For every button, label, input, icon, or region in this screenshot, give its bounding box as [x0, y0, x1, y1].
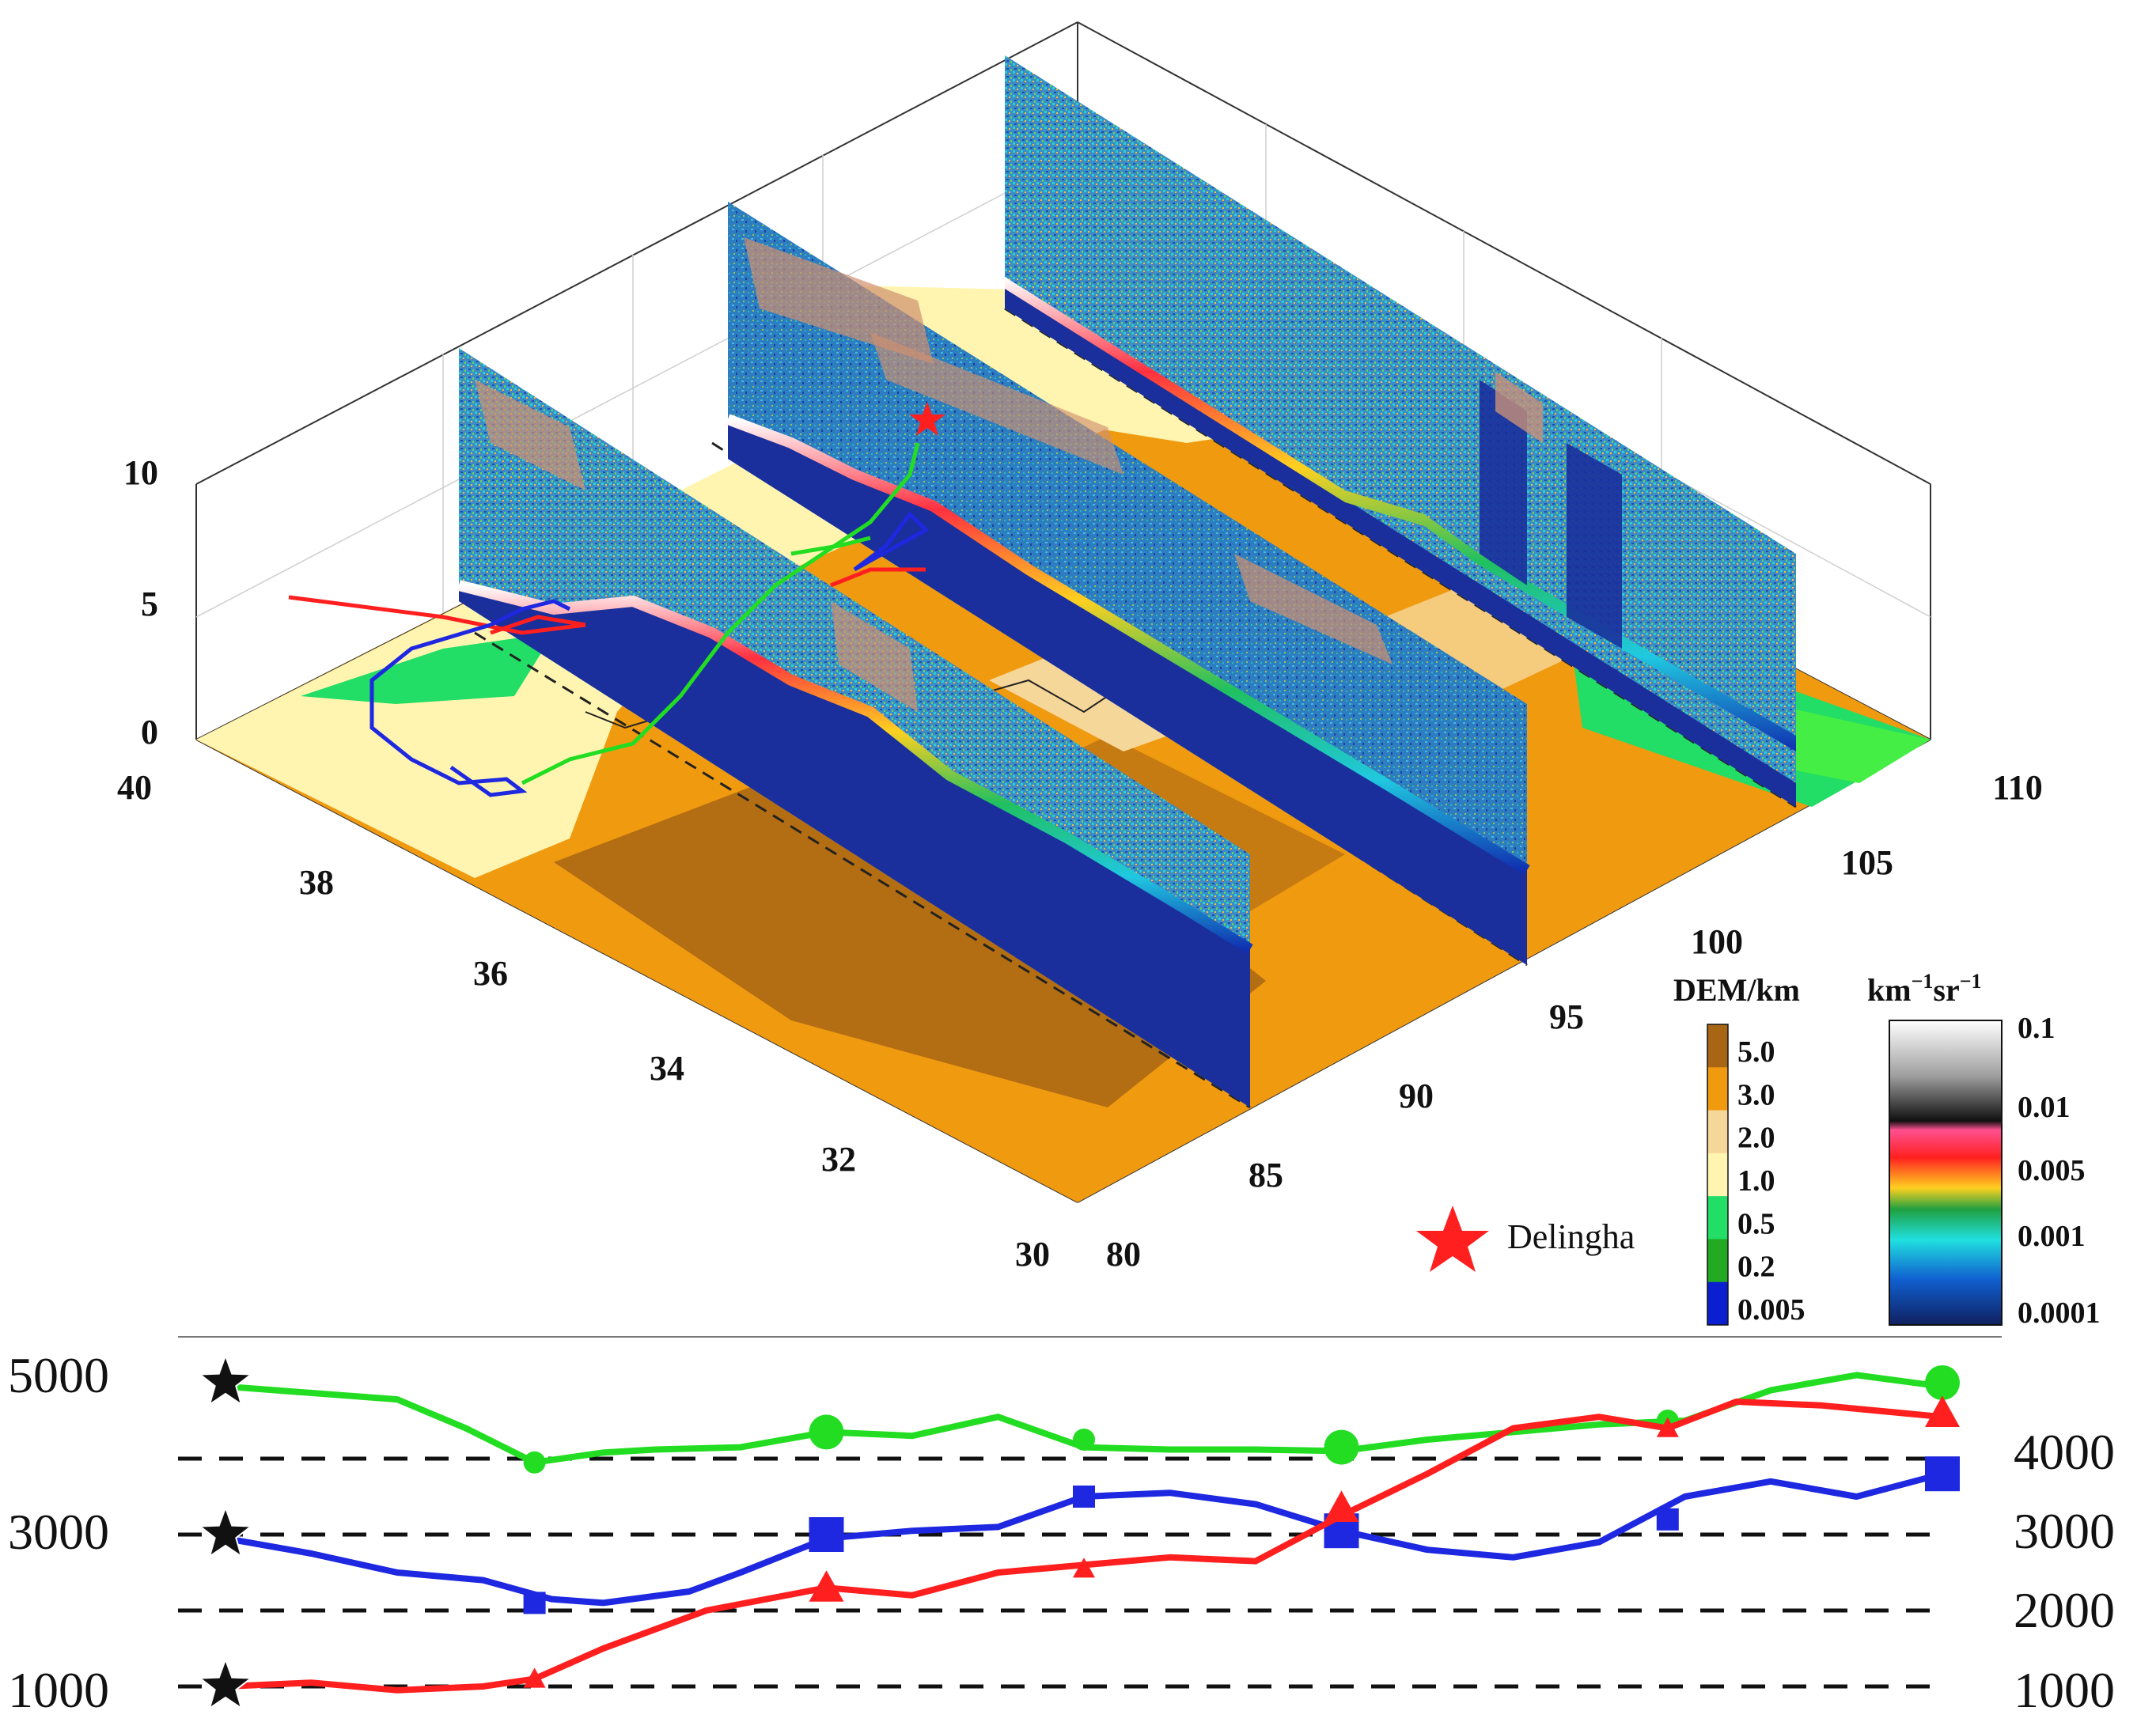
lat-axis: 30 32 34 36 38 40 [117, 768, 1050, 1274]
delingha-star-3d [909, 402, 945, 436]
lidar-curtain-middle [726, 202, 1530, 965]
dem-label-1: 3.0 [1737, 1078, 1775, 1111]
lat-tick-34: 34 [650, 1049, 684, 1088]
series-0-marker-5 [1925, 1365, 1960, 1400]
lon-tick-105: 105 [1841, 843, 1893, 882]
bs-label-0.01: 0.01 [2018, 1091, 2071, 1124]
lon-tick-100: 100 [1691, 922, 1743, 961]
lidar-curtain-far [1005, 55, 1796, 807]
lat-tick-32: 32 [821, 1140, 856, 1179]
dem-label-4: 0.5 [1737, 1207, 1775, 1240]
start-star-1000 [197, 1657, 254, 1710]
series-1-marker-4 [1656, 1508, 1679, 1531]
z-tick-10: 10 [123, 453, 158, 492]
series-0-marker-0 [523, 1451, 546, 1474]
dem-colorbar-swatches [1707, 1024, 1729, 1326]
backscatter-colorbar: km−1sr−1 0.1 0.01 0.005 0.001 0.0001 [1867, 970, 2101, 1330]
z-tick-5: 5 [141, 585, 158, 623]
series-2-marker-4 [1656, 1417, 1679, 1437]
reference-lines [178, 1456, 1938, 1689]
dem-swatch-5 [1707, 1239, 1728, 1283]
right-tick-1000: 1000 [2014, 1662, 2115, 1718]
lat-tick-36: 36 [473, 954, 508, 993]
altitude-profile-plot: 5000 3000 1000 4000 3000 2000 1000 [8, 1347, 2115, 1718]
left-tick-3000: 3000 [8, 1504, 109, 1560]
series-0-marker-1 [809, 1414, 844, 1450]
series-2-marker-1 [809, 1570, 844, 1602]
backscatter-colorbar-title: km−1sr−1 [1867, 970, 1982, 1008]
dem-label-0: 5.0 [1737, 1035, 1775, 1069]
bs-label-0.005: 0.005 [2018, 1154, 2086, 1187]
z-tick-0: 0 [141, 713, 158, 751]
dem-swatch-2 [1707, 1110, 1728, 1154]
series-2-marker-3 [1324, 1490, 1359, 1522]
lat-tick-40: 40 [117, 768, 152, 807]
dem-label-6: 0.005 [1737, 1293, 1806, 1327]
dem-swatch-6 [1707, 1281, 1728, 1326]
lon-tick-90: 90 [1399, 1077, 1434, 1115]
dem-swatch-1 [1707, 1067, 1728, 1111]
series-1-marker-1 [809, 1517, 844, 1552]
dem-colorbar-outline [1707, 1024, 1729, 1326]
dem-swatch-4 [1707, 1196, 1728, 1240]
bs-label-0.1: 0.1 [2018, 1012, 2056, 1045]
series-2-marker-5 [1925, 1395, 1960, 1427]
series-0-marker-3 [1324, 1429, 1359, 1465]
lat-tick-38: 38 [299, 863, 334, 902]
lat-tick-30: 30 [1015, 1235, 1050, 1274]
dem-swatch-0 [1707, 1024, 1728, 1068]
lidar-curtain-near [457, 348, 1253, 1107]
series-2-marker-2 [1073, 1558, 1095, 1578]
dem-colorbar-labels: 5.0 3.0 2.0 1.0 0.5 0.2 0.005 [1737, 1035, 1806, 1327]
dem-colorbar-title: DEM/km [1673, 972, 1800, 1008]
legend-label: Delingha [1507, 1217, 1635, 1256]
lon-tick-110: 110 [1992, 768, 2043, 807]
series-0-marker-2 [1073, 1429, 1095, 1451]
series-2-marker-0 [523, 1667, 546, 1688]
trajectories-3d [288, 442, 930, 797]
lon-tick-85: 85 [1249, 1156, 1283, 1194]
dem-label-2: 2.0 [1737, 1122, 1775, 1155]
legend-delingha: Delingha [1416, 1206, 1635, 1272]
series-1-marker-0 [523, 1592, 546, 1614]
lon-tick-80: 80 [1106, 1235, 1141, 1274]
series-line-1 [225, 1471, 1944, 1607]
series-1-marker-2 [1073, 1486, 1095, 1508]
series [225, 1365, 1960, 1694]
right-tick-3000: 3000 [2014, 1503, 2115, 1559]
right-tick-4000: 4000 [2014, 1424, 2115, 1480]
start-star-5000 [197, 1353, 254, 1406]
left-tick-1000: 1000 [8, 1662, 109, 1718]
dem-label-5: 0.2 [1737, 1251, 1775, 1284]
backscatter-colorbar-ramp [1889, 1020, 2003, 1326]
lon-tick-95: 95 [1549, 997, 1584, 1036]
left-tick-5000: 5000 [8, 1347, 109, 1403]
left-axis: 5000 3000 1000 [8, 1347, 109, 1718]
right-tick-2000: 2000 [2014, 1582, 2115, 1638]
z-axis: 0 5 10 [123, 453, 158, 751]
dem-label-3: 1.0 [1737, 1164, 1775, 1198]
bs-label-0.001: 0.001 [2018, 1220, 2086, 1253]
series-1-marker-5 [1925, 1456, 1960, 1492]
start-stars [197, 1353, 254, 1710]
start-star-3000 [197, 1505, 254, 1558]
delingha-legend-star [1416, 1206, 1489, 1272]
dem-swatch-3 [1707, 1153, 1728, 1197]
bs-label-0.0001: 0.0001 [2018, 1296, 2101, 1330]
lon-axis: 80 85 90 95 100 105 110 [1106, 768, 2043, 1274]
right-axis: 4000 3000 2000 1000 [2014, 1424, 2115, 1718]
dem-colorbar: DEM/km 5.0 3.0 2.0 1.0 0.5 0.2 0.005 [1673, 972, 1806, 1327]
